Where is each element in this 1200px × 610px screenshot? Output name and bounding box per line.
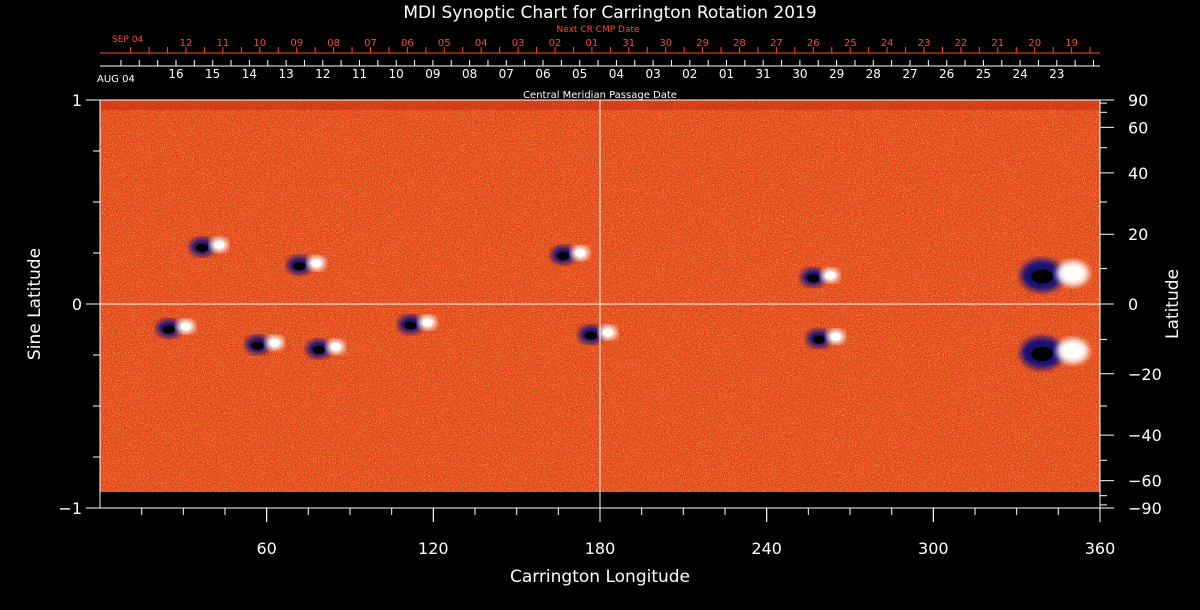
y-right-tick-label: 0 <box>1128 295 1138 314</box>
top-date-label: 29 <box>829 67 844 81</box>
top-date-label: 01 <box>719 67 734 81</box>
active-region <box>1020 336 1089 370</box>
x-tick-label: 180 <box>585 539 616 558</box>
y-left-tick-label: −1 <box>58 499 82 518</box>
active-region <box>306 339 345 358</box>
top-date-label: 02 <box>682 67 697 81</box>
top-date-label: 09 <box>425 67 440 81</box>
next-date-label: 30 <box>659 38 672 49</box>
next-date-label: 28 <box>733 38 746 49</box>
active-region <box>806 329 845 348</box>
next-date-label: 29 <box>696 38 709 49</box>
active-region <box>1020 259 1089 292</box>
top-date-label: 06 <box>535 67 550 81</box>
top-date-label: 08 <box>462 67 477 81</box>
active-region <box>579 325 617 344</box>
y-right-tick-label: 90 <box>1128 91 1148 110</box>
y-axis-label-right: Latitude <box>1163 269 1183 339</box>
next-date-label: 27 <box>770 38 783 49</box>
next-date-label: 24 <box>881 38 894 49</box>
top-date-label: 11 <box>352 67 367 81</box>
top-axis-start-label: AUG 04 <box>97 74 135 85</box>
y-right-tick-label: −60 <box>1128 472 1162 491</box>
top-date-label: 12 <box>315 67 330 81</box>
x-tick-label: 120 <box>418 539 449 558</box>
active-region <box>398 315 437 334</box>
next-axis-start-label: SEP 04 <box>112 35 143 45</box>
top-date-label: 27 <box>902 67 917 81</box>
active-regions <box>156 237 1089 370</box>
y-right-tick-label: 40 <box>1128 164 1148 183</box>
top-date-label: 16 <box>168 67 183 81</box>
next-date-label: 09 <box>290 38 303 49</box>
y-axis-label-left: Sine Latitude <box>25 248 45 360</box>
y-right-tick-label: 20 <box>1128 225 1148 244</box>
top-date-label: 10 <box>389 67 404 81</box>
y-right-tick-label: −20 <box>1128 365 1162 384</box>
next-date-label: 26 <box>807 38 820 49</box>
top-date-label: 26 <box>939 67 954 81</box>
active-region <box>801 268 840 287</box>
top-date-label: 15 <box>205 67 220 81</box>
next-date-label: 23 <box>918 38 931 49</box>
top-date-label: 05 <box>572 67 587 81</box>
top-date-label: 24 <box>1012 67 1027 81</box>
next-date-label: 31 <box>622 38 635 49</box>
next-axis-label: Next CR CMP Date <box>556 25 640 35</box>
next-date-label: 07 <box>364 38 377 49</box>
next-date-label: 25 <box>844 38 857 49</box>
next-date-label: 05 <box>438 38 451 49</box>
next-date-label: 02 <box>549 38 562 49</box>
next-date-label: 19 <box>1065 38 1078 49</box>
next-date-label: 21 <box>991 38 1004 49</box>
active-region <box>156 319 195 338</box>
y-right-tick-label: 60 <box>1128 118 1148 137</box>
top-date-label: 30 <box>792 67 807 81</box>
x-tick-label: 300 <box>918 539 949 558</box>
top-date-label: 28 <box>866 67 881 81</box>
top-date-label: 31 <box>756 67 771 81</box>
next-date-label: 10 <box>253 38 266 49</box>
next-date-label: 22 <box>955 38 968 49</box>
x-axis-label: Carrington Longitude <box>510 567 690 587</box>
next-date-label: 12 <box>180 38 193 49</box>
y-right-tick-label: −90 <box>1128 499 1162 518</box>
top-date-label: 07 <box>499 67 514 81</box>
top-date-label: 14 <box>242 67 257 81</box>
top-date-label: 25 <box>976 67 991 81</box>
x-tick-label: 240 <box>751 539 782 558</box>
next-date-label: 03 <box>512 38 525 49</box>
x-tick-label: 360 <box>1085 539 1116 558</box>
top-date-label: 04 <box>609 67 624 81</box>
next-date-label: 04 <box>475 38 488 49</box>
y-right-tick-label: −40 <box>1128 426 1162 445</box>
active-region <box>245 335 284 354</box>
active-region <box>551 246 590 265</box>
next-date-label: 11 <box>217 38 230 49</box>
active-region <box>190 237 229 256</box>
next-date-label: 01 <box>586 38 599 49</box>
y-left-tick-label: 0 <box>72 295 82 314</box>
y-left-tick-label: 1 <box>72 91 82 110</box>
axes: 60 120 180 240 300 36010−1906040200−20−40−60−… <box>58 38 1161 558</box>
top-date-label: 23 <box>1049 67 1064 81</box>
next-date-label: 06 <box>401 38 414 49</box>
top-axis-label: Central Meridian Passage Date <box>523 90 677 101</box>
next-date-label: 08 <box>327 38 340 49</box>
top-date-label: 13 <box>278 67 293 81</box>
next-date-label: 20 <box>1028 38 1041 49</box>
chart-title: MDI Synoptic Chart for Carrington Rotati… <box>403 3 816 23</box>
top-date-label: 03 <box>645 67 660 81</box>
x-tick-label: 60 <box>256 539 276 558</box>
active-region <box>287 256 326 275</box>
